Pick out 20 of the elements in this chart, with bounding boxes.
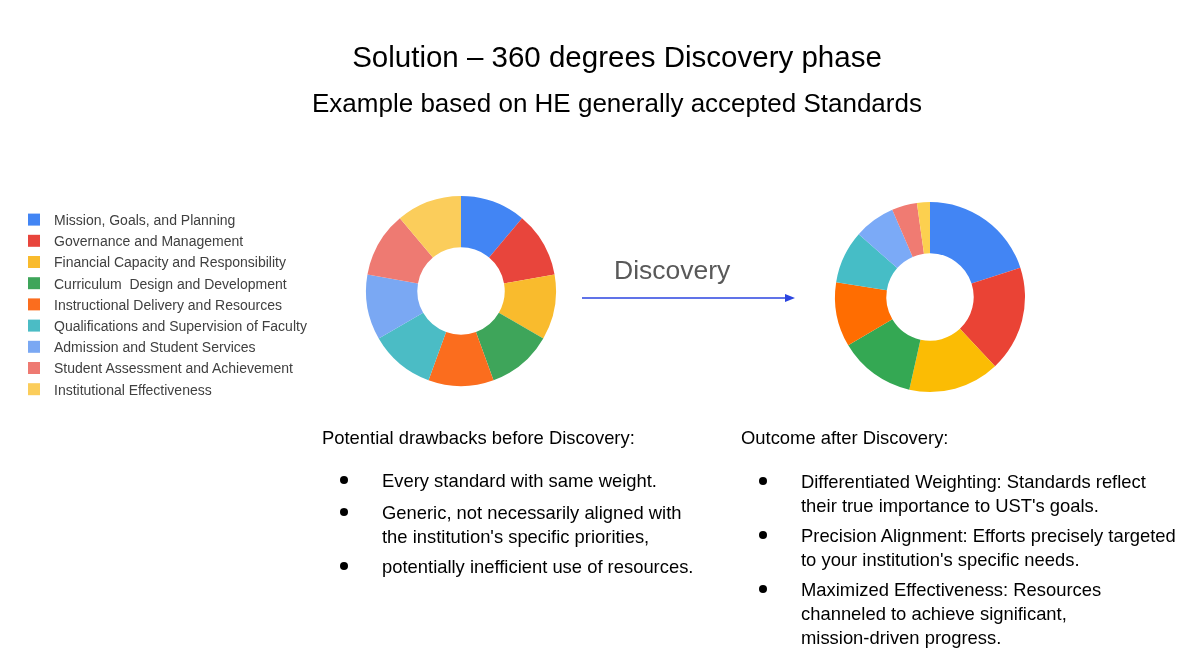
legend-label: Admission and Student Services [54,339,256,356]
text: Maximized Effectiveness: Resources channeled to achieve significant, mission-driven progress. [801,579,1102,648]
text: potentially inefficient use of resources. [382,556,694,577]
text: Every standard with same weight. [382,470,657,491]
legend-label: Mission, Goals, and Planning [54,212,236,229]
chart-title: Solution – 360 degrees Discovery phase [352,40,882,74]
legend-label: Student Assessment and Achievement [54,360,294,377]
text: Potential drawbacks before Discovery: [322,427,635,448]
text: Discovery [614,255,732,285]
text: Generic, not necessarily aligned with the institution's specific priorities, [382,502,682,547]
legend-label: Curriculum Design and Development [54,275,287,292]
legend-label: Qualifications and Supervision of Faculty [54,318,307,335]
legend-label: Institutional Effectiveness [54,381,212,398]
legend-label: Instructional Delivery and Resources [54,296,282,313]
legend-label: Financial Capacity and Responsibility [54,254,286,271]
text: Precision Alignment: Efforts precisely targeted to your institution's specific needs. [801,525,1176,570]
legend-label: Governance and Management [54,233,244,250]
text: Outcome after Discovery: [741,427,949,448]
text: Differentiated Weighting: Standards reflect their true importance to UST's goals. [801,471,1146,516]
chart-subtitle: Example based on HE generally accepted Standards [312,88,922,118]
